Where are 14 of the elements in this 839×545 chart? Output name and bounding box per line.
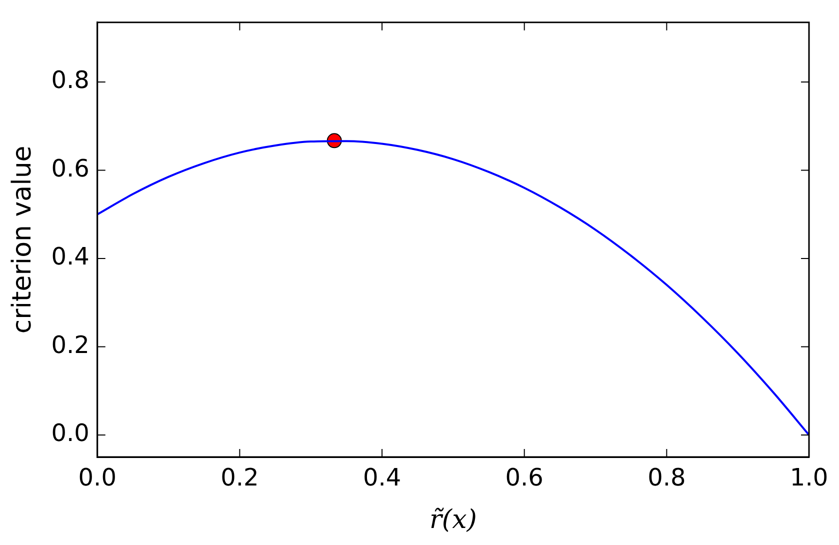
- x-tick-label: 0.0: [78, 464, 116, 492]
- x-tick-label: 0.2: [220, 464, 259, 492]
- y-axis-title: criterion value: [7, 146, 38, 334]
- y-tick-label: 0.2: [51, 330, 90, 359]
- x-tick-label: 1.0: [790, 464, 828, 492]
- x-tick-label: 0.8: [648, 464, 686, 492]
- line-series: [97, 140, 809, 436]
- y-tick-label: 0.0: [51, 419, 90, 448]
- y-tick-label: 0.8: [51, 66, 90, 94]
- x-tick-label: 0.6: [505, 464, 544, 492]
- x-tick-label: 0.4: [362, 464, 402, 492]
- y-tick-label: 0.6: [51, 154, 90, 182]
- x-axis-title: r̃(x): [429, 505, 477, 536]
- y-tick-label: 0.4: [51, 242, 90, 271]
